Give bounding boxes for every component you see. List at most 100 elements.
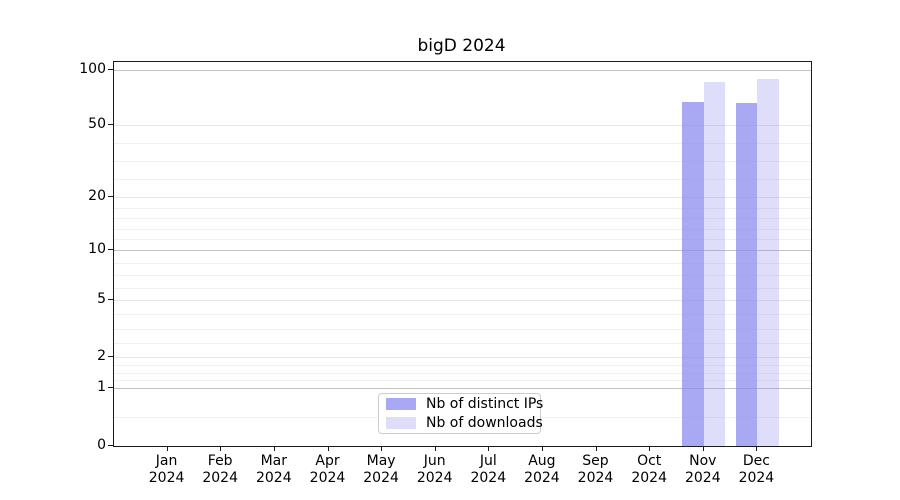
major-gridline: [114, 388, 811, 389]
x-tick-month: Dec: [742, 453, 770, 469]
x-tick-mark: [220, 446, 222, 451]
x-tick-month: Aug: [528, 453, 556, 469]
x-tick-label: May 2024: [349, 453, 413, 487]
x-tick-month: Mar: [260, 453, 287, 469]
x-tick-year: 2024: [684, 470, 721, 486]
x-tick-mark: [327, 446, 329, 451]
major-gridline: [114, 197, 811, 198]
x-tick-year: 2024: [202, 470, 238, 486]
y-tick-mark: [108, 356, 113, 357]
x-tick-year: 2024: [577, 470, 614, 486]
x-tick-year: 2024: [255, 470, 292, 486]
minor-gridline: [114, 228, 811, 230]
y-tick-label: 10: [88, 241, 106, 257]
y-tick-label: 100: [79, 61, 106, 77]
minor-gridline: [114, 218, 811, 220]
x-tick-label: Feb 2024: [188, 453, 252, 487]
minor-gridline: [114, 262, 811, 264]
y-tick-mark: [108, 69, 113, 70]
bar-distinct-ips: [682, 101, 704, 446]
x-tick-mark: [273, 446, 275, 451]
minor-gridline: [114, 342, 811, 344]
x-tick-mark: [649, 446, 651, 451]
legend-label-downloads: Nb of downloads: [426, 415, 543, 431]
minor-gridline: [114, 380, 811, 382]
legend: Nb of distinct IPs Nb of downloads: [378, 393, 543, 434]
y-tick-label: 0: [97, 437, 106, 453]
y-tick-mark: [108, 249, 113, 250]
y-tick-mark: [108, 445, 113, 446]
y-tick-label: 2: [97, 348, 106, 364]
chart-title: bigD 2024: [417, 36, 506, 56]
minor-gridline: [114, 328, 811, 330]
x-tick-mark: [488, 446, 490, 451]
x-tick-month: Jan: [155, 453, 178, 469]
x-tick-month: Jul: [479, 453, 497, 469]
x-tick-year: 2024: [148, 470, 185, 486]
x-tick-mark: [702, 446, 704, 451]
major-gridline: [114, 300, 811, 301]
x-tick-month: Apr: [315, 453, 340, 469]
minor-gridline: [114, 372, 811, 374]
y-tick-mark: [108, 299, 113, 300]
minor-gridline: [114, 179, 811, 180]
x-tick-mark: [434, 446, 436, 451]
y-tick-mark: [108, 124, 113, 125]
x-tick-month: Nov: [689, 453, 717, 469]
bar-distinct-ips: [735, 103, 758, 446]
x-tick-label: Aug 2024: [510, 453, 574, 487]
minor-gridline: [114, 314, 811, 316]
y-tick-mark: [108, 387, 113, 388]
x-tick-month: Oct: [637, 453, 662, 469]
x-tick-label: Sep 2024: [564, 453, 628, 487]
x-tick-month: Feb: [207, 453, 233, 469]
x-tick-month: May: [366, 453, 396, 469]
x-tick-mark: [595, 446, 597, 451]
legend-entry-distinct-ips: Nb of distinct IPs: [386, 396, 543, 412]
minor-gridline: [114, 239, 811, 241]
y-tick-mark: [108, 196, 113, 197]
y-tick-label: 5: [97, 291, 106, 307]
major-gridline: [114, 70, 811, 71]
y-tick-label: 20: [88, 188, 106, 204]
x-tick-label: Jan 2024: [135, 453, 199, 487]
x-tick-mark: [756, 446, 758, 451]
major-gridline: [114, 250, 811, 251]
x-tick-year: 2024: [309, 470, 346, 486]
x-tick-year: 2024: [416, 470, 453, 486]
plot-area: [113, 61, 812, 447]
x-tick-month: Jun: [423, 453, 446, 469]
x-tick-year: 2024: [363, 470, 399, 486]
minor-gridline: [114, 287, 811, 289]
x-tick-label: Apr 2024: [296, 453, 360, 487]
x-tick-year: 2024: [631, 470, 667, 486]
y-tick-label: 50: [88, 116, 106, 132]
x-tick-year: 2024: [524, 470, 560, 486]
major-gridline: [114, 125, 811, 126]
major-gridline: [114, 357, 811, 358]
x-tick-month: Sep: [582, 453, 609, 469]
bar-downloads: [757, 79, 779, 446]
x-tick-label: Jun 2024: [403, 453, 467, 487]
x-tick-label: Mar 2024: [242, 453, 306, 487]
x-tick-label: Jul 2024: [456, 453, 520, 487]
legend-label-distinct-ips: Nb of distinct IPs: [426, 396, 544, 412]
minor-gridline: [114, 364, 811, 366]
x-tick-year: 2024: [738, 470, 775, 486]
x-tick-label: Dec 2024: [724, 453, 788, 487]
x-tick-mark: [541, 446, 543, 451]
legend-swatch-distinct-ips: [386, 398, 416, 410]
minor-gridline: [114, 275, 811, 276]
legend-swatch-downloads: [386, 417, 416, 429]
minor-gridline: [114, 207, 811, 209]
x-tick-mark: [381, 446, 383, 451]
minor-gridline: [114, 143, 811, 144]
x-tick-label: Nov 2024: [671, 453, 735, 487]
x-tick-label: Oct 2024: [617, 453, 681, 487]
legend-entry-downloads: Nb of downloads: [386, 415, 543, 431]
x-tick-year: 2024: [470, 470, 507, 486]
x-tick-mark: [166, 446, 168, 451]
minor-gridline: [114, 161, 811, 162]
y-tick-label: 1: [97, 379, 106, 395]
